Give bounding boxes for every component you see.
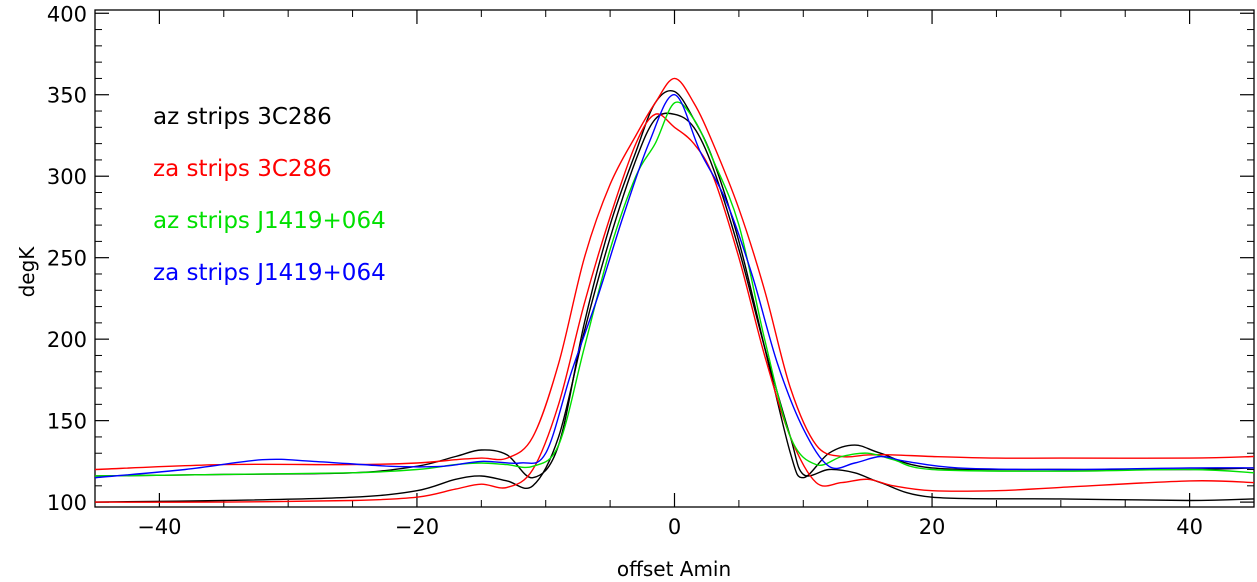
plot-area bbox=[94, 77, 1255, 503]
legend-entry: az strips J1419+064 bbox=[153, 208, 386, 234]
series-line-4-1 bbox=[94, 94, 1255, 479]
y-tick-label: 150 bbox=[47, 410, 87, 434]
y-tick-label: 400 bbox=[47, 2, 87, 26]
y-tick-label: 200 bbox=[47, 328, 87, 352]
plot-frame bbox=[94, 9, 1255, 508]
series-line-2-1 bbox=[94, 113, 1255, 503]
series-line-2-2 bbox=[94, 77, 1255, 471]
legend-entry: za strips 3C286 bbox=[153, 156, 332, 182]
y-tick-label: 100 bbox=[47, 491, 87, 515]
x-tick-label: 40 bbox=[1176, 515, 1203, 539]
x-tick-label: −40 bbox=[137, 515, 181, 539]
y-tick-label: 250 bbox=[47, 247, 87, 271]
x-axis-title: offset Amin bbox=[617, 557, 731, 581]
y-axis-title: degK bbox=[15, 246, 39, 298]
legend: az strips 3C286 za strips 3C286 az strips … bbox=[153, 104, 386, 286]
y-tick-label: 300 bbox=[47, 165, 87, 189]
x-tick-label: 0 bbox=[668, 515, 681, 539]
legend-entry: az strips 3C286 bbox=[153, 104, 332, 130]
y-tick-label: 350 bbox=[47, 84, 87, 108]
x-tick-label: −20 bbox=[395, 515, 439, 539]
series-line-1-2 bbox=[94, 90, 1255, 479]
axis-ticks: −40 −20 0 20 40 100 150 200 250 300 350 400 bbox=[47, 2, 1255, 539]
legend-entry: za strips J1419+064 bbox=[153, 260, 386, 286]
x-tick-label: 20 bbox=[919, 515, 946, 539]
